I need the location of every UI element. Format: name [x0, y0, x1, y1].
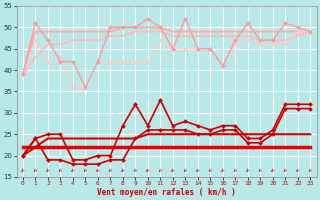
X-axis label: Vent moyen/en rafales ( km/h ): Vent moyen/en rafales ( km/h ): [97, 188, 236, 197]
